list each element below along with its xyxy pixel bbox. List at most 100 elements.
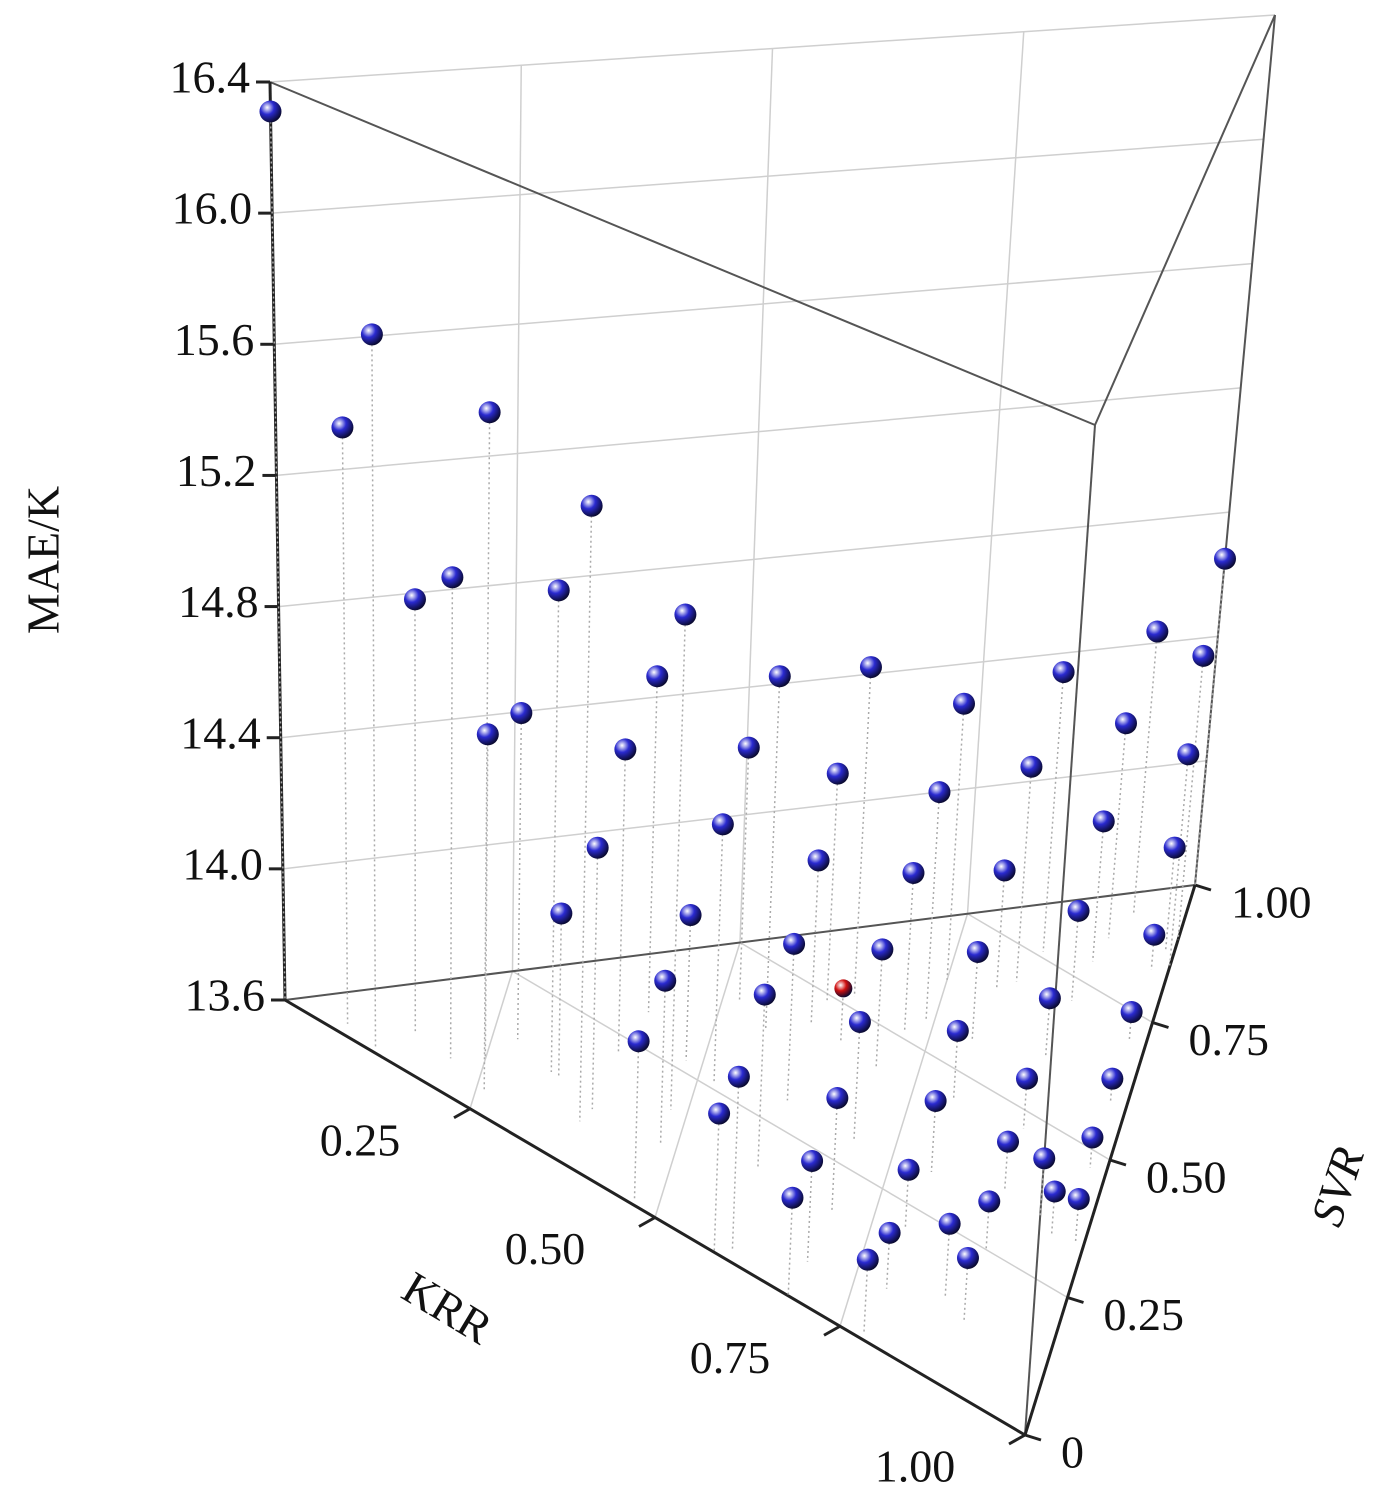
stem xyxy=(1070,910,1080,1002)
point xyxy=(946,1019,969,1042)
point xyxy=(783,932,806,955)
point xyxy=(1020,755,1043,778)
x-axis-title: KRR xyxy=(394,1262,502,1355)
stem xyxy=(1022,1078,1028,1129)
stem xyxy=(757,994,766,1168)
frame-edge xyxy=(284,884,1196,1001)
point xyxy=(848,1010,871,1033)
point xyxy=(902,861,925,884)
stem xyxy=(863,1259,869,1334)
x-tick-label: 0.25 xyxy=(320,1114,401,1165)
point xyxy=(586,836,609,859)
point xyxy=(1016,1067,1039,1090)
point xyxy=(826,1087,849,1110)
point xyxy=(856,1248,879,1271)
point xyxy=(1114,712,1137,735)
z-tick-label: 14.4 xyxy=(180,707,261,758)
point xyxy=(627,1030,650,1053)
z-axis-title: MAE/K xyxy=(18,486,69,634)
point xyxy=(510,702,533,725)
point xyxy=(1067,1188,1090,1211)
point xyxy=(259,100,282,123)
stem xyxy=(1042,672,1065,952)
point xyxy=(550,902,573,925)
frame-edge xyxy=(269,81,1096,426)
point xyxy=(1177,743,1200,766)
grid-line xyxy=(739,941,1111,1161)
point xyxy=(614,738,637,761)
stem xyxy=(875,949,884,1069)
stem xyxy=(670,614,687,1110)
point xyxy=(1214,547,1236,570)
point xyxy=(476,723,499,746)
stem xyxy=(1164,847,1176,953)
point xyxy=(768,665,791,688)
point xyxy=(871,938,894,961)
x-tick xyxy=(1008,1433,1026,1446)
stem xyxy=(1107,723,1127,939)
point xyxy=(966,940,989,963)
stem xyxy=(738,747,750,1001)
stem xyxy=(484,734,489,1060)
point xyxy=(953,692,976,715)
point xyxy=(928,781,951,804)
point xyxy=(727,1065,750,1088)
axis-line xyxy=(1023,884,1197,1436)
point xyxy=(834,979,853,998)
point xyxy=(1052,661,1075,684)
stem xyxy=(985,1201,991,1250)
stem xyxy=(787,1197,794,1296)
x-tick xyxy=(638,1216,656,1228)
axis-line xyxy=(284,998,1026,1437)
y-tick xyxy=(1024,1433,1042,1442)
y-tick-label: 0.75 xyxy=(1189,1014,1270,1065)
stem xyxy=(806,1160,813,1262)
point xyxy=(580,494,603,517)
point xyxy=(781,1186,804,1209)
point xyxy=(478,401,501,424)
point xyxy=(403,588,426,611)
point xyxy=(801,1150,824,1173)
point xyxy=(654,969,677,992)
stem xyxy=(713,824,724,1084)
stem xyxy=(659,980,666,1143)
stem xyxy=(1168,754,1190,968)
point xyxy=(1163,836,1186,859)
stem xyxy=(971,951,979,1041)
point xyxy=(924,1089,947,1112)
point xyxy=(1043,1180,1066,1203)
stem xyxy=(550,590,560,1073)
grid-line xyxy=(739,48,774,943)
point xyxy=(826,762,849,785)
grid-line xyxy=(967,913,1153,1024)
point xyxy=(956,1246,979,1269)
stem xyxy=(516,713,523,1040)
stem xyxy=(449,577,454,1059)
z-tick-label: 16.4 xyxy=(170,52,251,103)
x-tick xyxy=(823,1324,841,1337)
x-tick-label: 0.75 xyxy=(690,1332,771,1383)
point xyxy=(1120,1001,1143,1024)
stem xyxy=(840,988,845,1041)
stem xyxy=(831,1097,839,1212)
y-tick xyxy=(1109,1158,1127,1167)
stems xyxy=(269,111,1226,1334)
grid-line xyxy=(966,31,1025,914)
point xyxy=(753,983,776,1006)
y-tick xyxy=(1194,883,1212,892)
stem xyxy=(810,860,820,1024)
stem xyxy=(269,111,286,1001)
point xyxy=(1033,1147,1056,1170)
grid-line xyxy=(469,971,514,1109)
frame-edge xyxy=(1094,14,1276,426)
z-tick-label: 14.8 xyxy=(178,576,259,627)
point xyxy=(878,1221,901,1244)
point xyxy=(711,813,734,836)
point xyxy=(360,323,383,346)
point xyxy=(737,736,760,759)
stem xyxy=(713,1113,720,1253)
stem xyxy=(685,915,692,1061)
stem xyxy=(764,676,781,1030)
point xyxy=(1192,644,1215,667)
point xyxy=(859,656,882,679)
